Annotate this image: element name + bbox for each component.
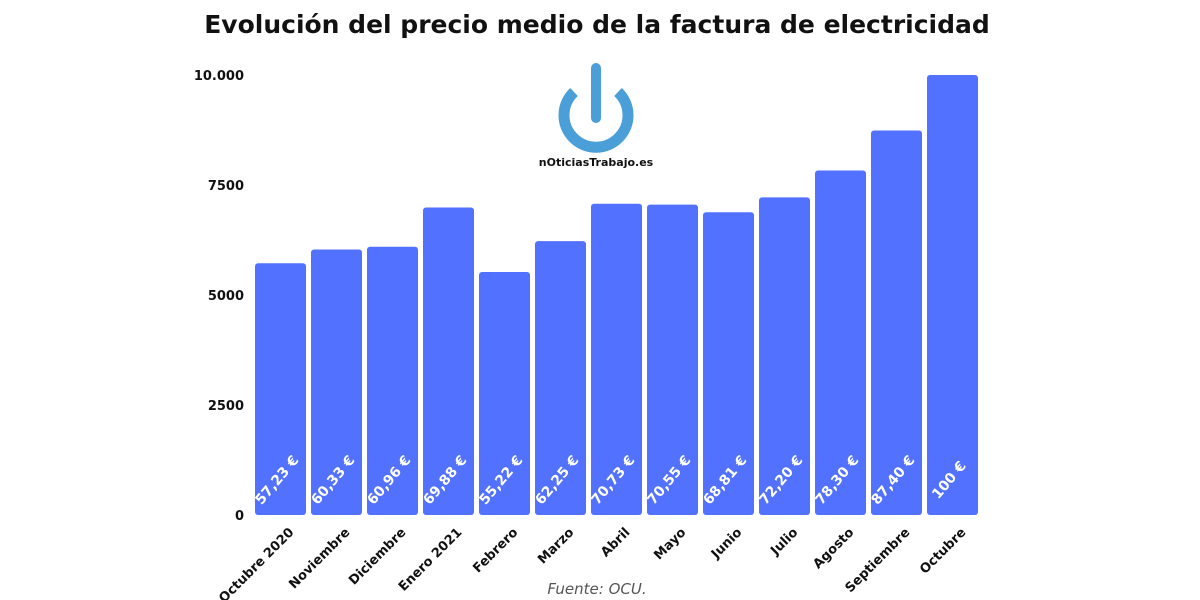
x-tick-label: Octubre bbox=[917, 525, 969, 577]
y-tick-label: 7500 bbox=[208, 179, 244, 194]
bar bbox=[591, 203, 642, 515]
x-tick-label: Agosto bbox=[811, 525, 858, 572]
x-tick-label: Mayo bbox=[651, 525, 689, 563]
y-axis: 0 2500 5000 7500 10.000 bbox=[194, 69, 244, 524]
y-tick-label: 0 bbox=[235, 509, 244, 524]
bar bbox=[535, 241, 586, 515]
logo-text: nOticiasTrabajo.es bbox=[538, 156, 654, 169]
bar bbox=[255, 263, 306, 515]
chart-title: Evolución del precio medio de la factura… bbox=[204, 10, 990, 39]
source-note: Fuente: OCU. bbox=[547, 580, 647, 598]
bar bbox=[367, 246, 418, 515]
y-tick-label: 5000 bbox=[208, 289, 244, 304]
x-tick-label: Abril bbox=[598, 525, 633, 560]
y-tick-label: 10.000 bbox=[194, 69, 244, 84]
power-icon bbox=[558, 63, 634, 153]
bar bbox=[815, 170, 866, 516]
bar bbox=[423, 207, 474, 515]
y-tick-label: 2500 bbox=[208, 399, 244, 414]
bar bbox=[479, 272, 530, 515]
x-tick-label: Junio bbox=[708, 525, 745, 562]
bar bbox=[311, 249, 362, 515]
bars bbox=[255, 75, 978, 516]
bar bbox=[871, 130, 922, 515]
x-tick-label: Marzo bbox=[535, 525, 577, 567]
bar bbox=[927, 75, 978, 515]
bar bbox=[703, 212, 754, 515]
bar bbox=[759, 197, 810, 515]
x-tick-label: Febrero bbox=[470, 525, 521, 576]
bar bbox=[647, 204, 698, 515]
x-tick-label: Julio bbox=[767, 525, 801, 559]
